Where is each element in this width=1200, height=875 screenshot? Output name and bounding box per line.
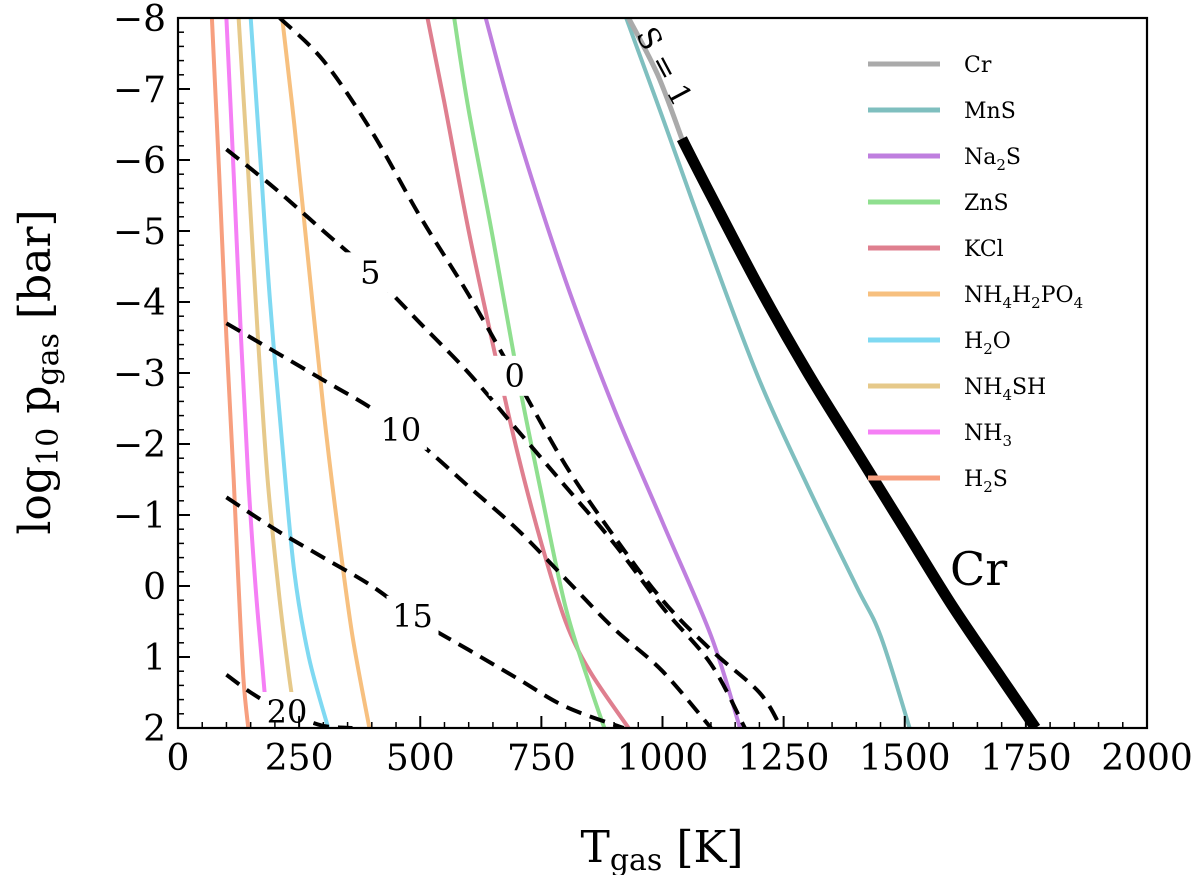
contour-label-10: 10 xyxy=(381,411,422,449)
series-layer xyxy=(209,18,1041,728)
contour-line-10 xyxy=(225,321,713,728)
x-tick-label-1250: 1250 xyxy=(738,738,830,779)
x-tick-label-750: 750 xyxy=(507,738,576,779)
contour-label-bg-0 xyxy=(488,355,541,396)
x-tick-label-0: 0 xyxy=(167,738,190,779)
contour-label-20: 20 xyxy=(267,693,308,731)
contour-label-15: 15 xyxy=(392,597,433,635)
cr-condensation-line xyxy=(676,136,1041,728)
legend-label-kcl: KCl xyxy=(964,237,1004,262)
y-tick-label-8: 0 xyxy=(143,567,166,608)
legend-label-cr: Cr xyxy=(964,53,992,78)
y-tick-label-2: −6 xyxy=(113,141,166,182)
x-tick-label-1500: 1500 xyxy=(859,738,951,779)
y-tick-label-10: 2 xyxy=(143,709,166,750)
series-line-mns xyxy=(624,18,912,728)
contour-line-20 xyxy=(225,673,353,728)
x-tick-label-1000: 1000 xyxy=(617,738,709,779)
y-axis-title: log10 pgas [bar] xyxy=(10,209,66,534)
y-tick-label-9: 1 xyxy=(143,638,166,679)
x-tick-label-2000: 2000 xyxy=(1101,738,1193,779)
series-line-zns xyxy=(452,18,607,728)
legend-label-zns: ZnS xyxy=(964,191,1009,216)
legend-label-na2s: Na2S xyxy=(964,145,1021,174)
x-tick-label-500: 500 xyxy=(386,738,455,779)
s1-label: S = 1 xyxy=(628,22,698,112)
y-tick-label-6: −2 xyxy=(113,425,166,466)
series-line-nh4h2po4 xyxy=(280,18,372,728)
legend-label-mns: MnS xyxy=(964,99,1016,124)
y-tick-label-1: −7 xyxy=(113,70,166,111)
plot-frame xyxy=(176,16,1149,730)
y-tick-label-4: −4 xyxy=(113,283,166,324)
contour-line-5 xyxy=(225,147,747,728)
corner-label: Cr xyxy=(950,542,1007,596)
contour-label-bg-15 xyxy=(386,595,439,636)
contour-label-5: 5 xyxy=(360,253,380,291)
legend-label-nh4h2po4: NH4H2PO4 xyxy=(964,283,1083,312)
label-layer: 0 5 10 15 20 S = 1 xyxy=(261,22,699,733)
contour-label-bg-10 xyxy=(374,409,427,450)
contour-label-0: 0 xyxy=(505,357,525,395)
tick-layer: 0 250 500 750 1000 1250 1500 1750 2000−8−7−6−5−4… xyxy=(113,0,1193,779)
contour-label-bg-20 xyxy=(261,692,314,733)
series-line-h2s xyxy=(209,18,251,728)
series-line-h2o xyxy=(248,18,331,728)
legend-label-nh3: NH3 xyxy=(964,421,1012,450)
series-line-nh3 xyxy=(224,18,270,728)
legend: Cr MnS Na2S ZnS KCl NH4H2PO4 H2O NH4SH NH3 H2S xyxy=(868,53,1083,496)
y-tick-label-7: −1 xyxy=(113,496,166,537)
legend-label-h2o: H2O xyxy=(964,329,1011,358)
legend-label-nh4sh: NH4SH xyxy=(964,375,1046,404)
series-line-na2s xyxy=(483,18,742,728)
y-tick-label-0: −8 xyxy=(113,0,166,40)
y-tick-label-3: −5 xyxy=(113,212,166,253)
series-line-nh4sh xyxy=(236,18,299,728)
x-tick-label-1750: 1750 xyxy=(980,738,1072,779)
legend-label-h2s: H2S xyxy=(964,467,1008,496)
y-tick-label-5: −3 xyxy=(113,354,166,395)
cr-s1-segment xyxy=(626,18,685,140)
x-tick-label-250: 250 xyxy=(265,738,334,779)
x-axis-title: Tgas [K] xyxy=(580,822,743,875)
contour-label-bg-5 xyxy=(344,252,397,293)
